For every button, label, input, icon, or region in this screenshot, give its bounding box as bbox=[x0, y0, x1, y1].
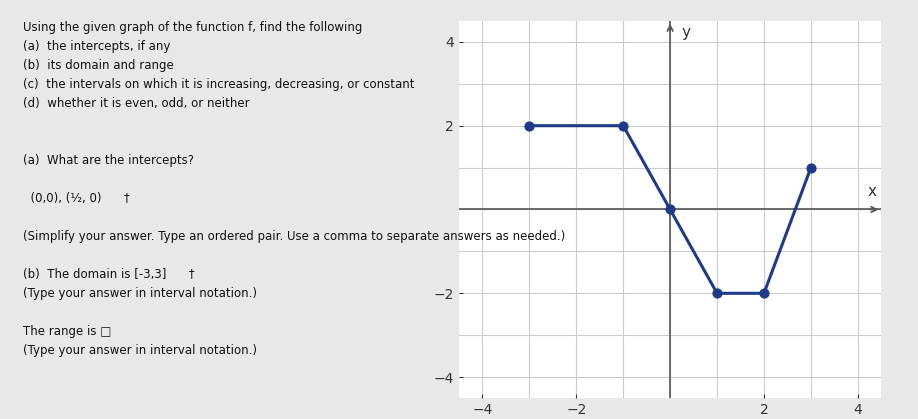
Text: x: x bbox=[868, 184, 877, 199]
Point bbox=[803, 164, 818, 171]
Text: Using the given graph of the function f, find the following
(a)  the intercepts,: Using the given graph of the function f,… bbox=[23, 21, 565, 357]
Point bbox=[756, 290, 771, 297]
Point bbox=[616, 122, 631, 129]
Text: y: y bbox=[682, 25, 691, 40]
Point bbox=[522, 122, 537, 129]
Point bbox=[663, 206, 677, 213]
Point bbox=[710, 290, 724, 297]
